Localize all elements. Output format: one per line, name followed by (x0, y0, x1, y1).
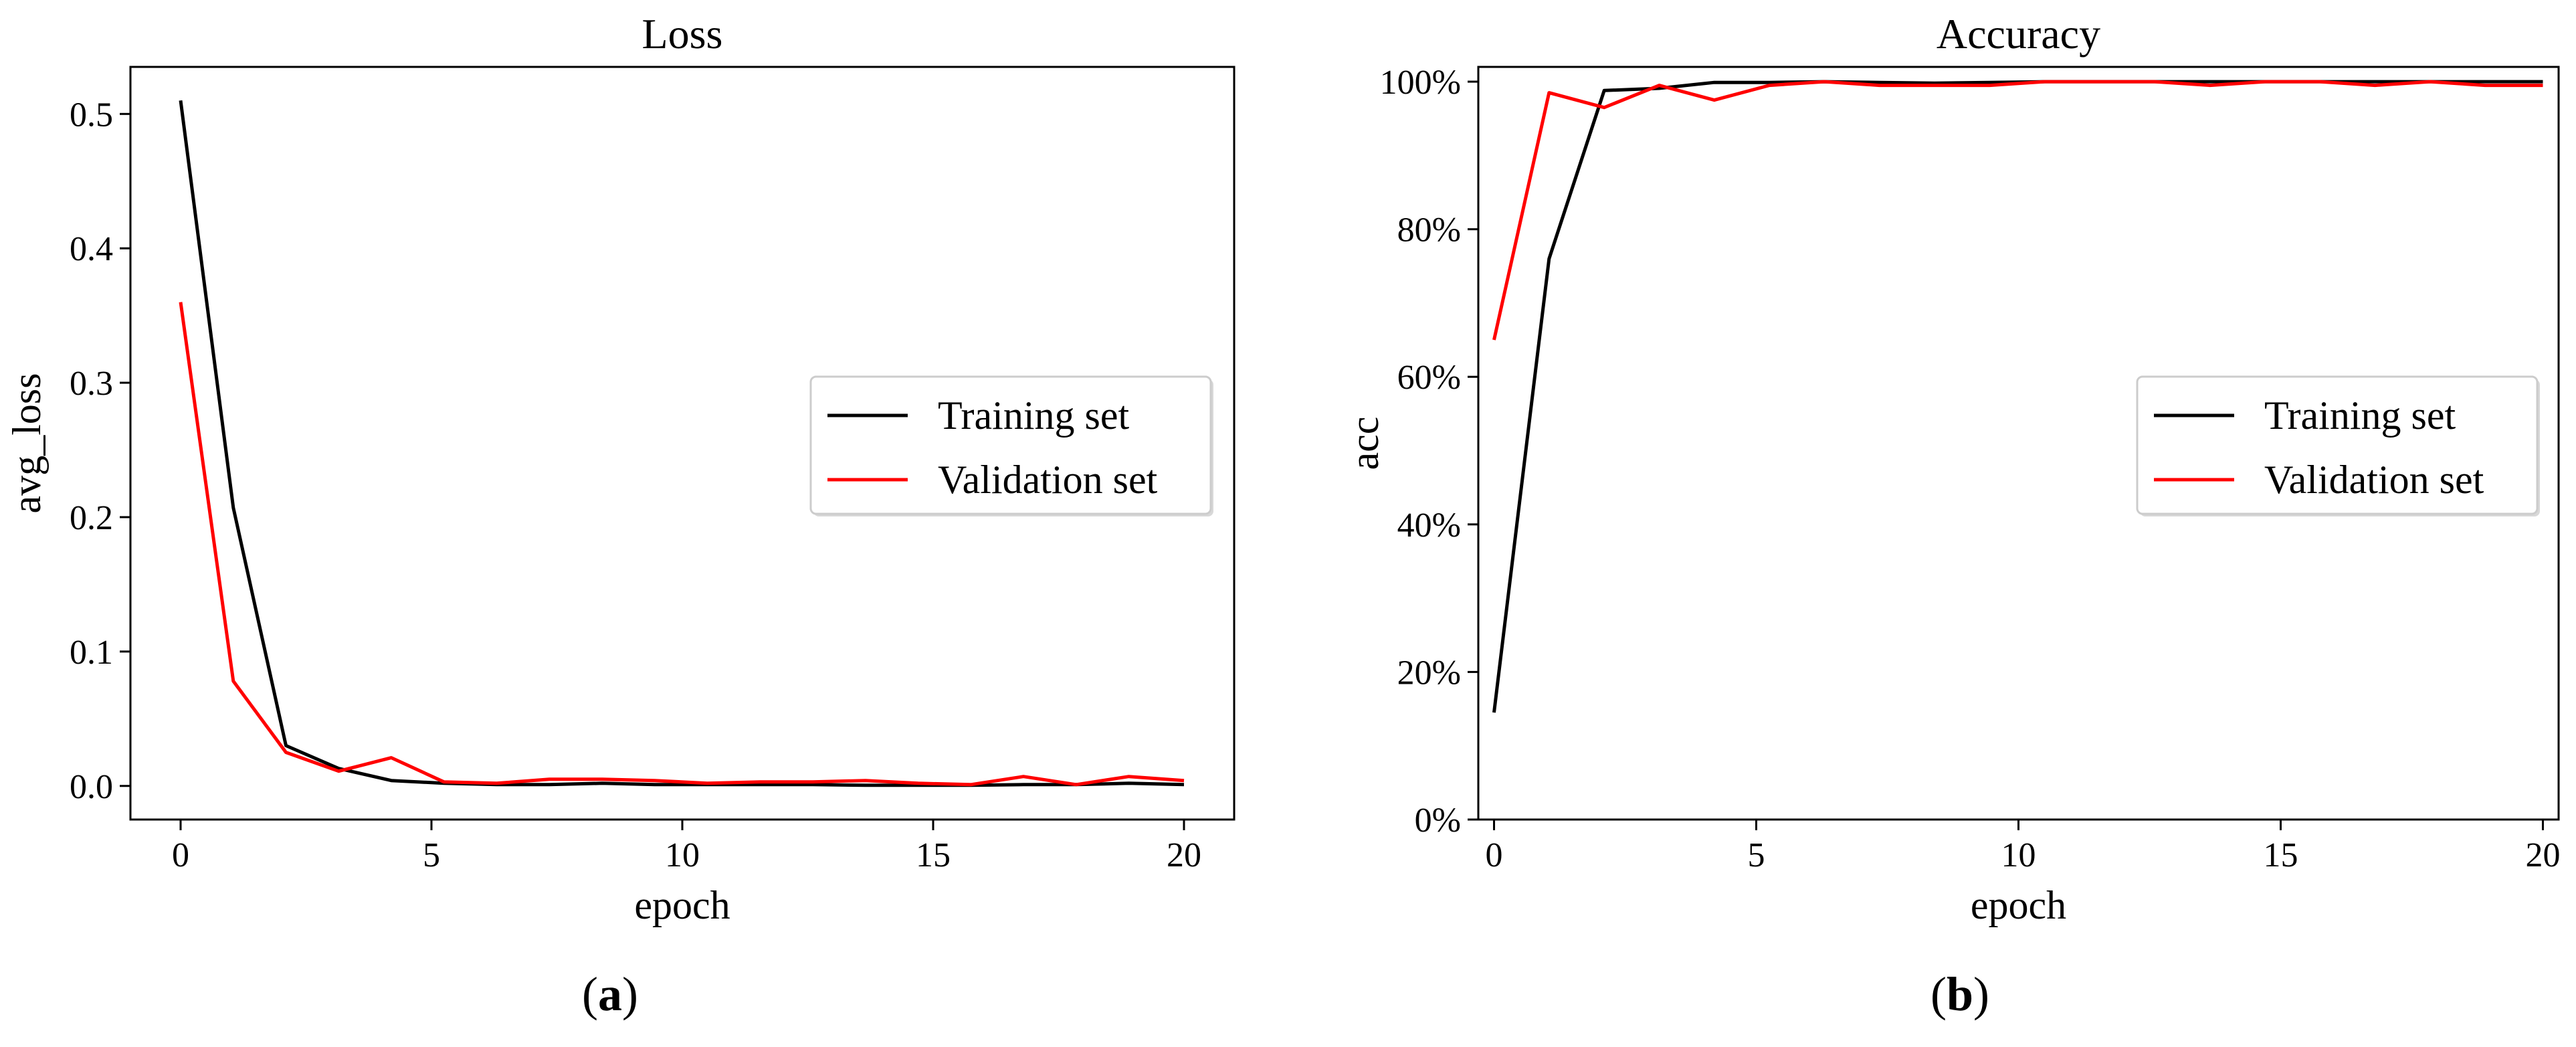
x-tick-label: 15 (2263, 836, 2298, 874)
x-tick-label: 5 (1748, 836, 1765, 874)
legend-box (809, 375, 1212, 515)
x-axis-label: epoch (1971, 883, 2066, 927)
y-tick-label: 0% (1415, 801, 1461, 840)
panel-caption: (a) (582, 967, 638, 1021)
legend-label-validation: Validation set (2264, 458, 2484, 502)
caption-open-paren: ( (1930, 967, 1947, 1021)
y-tick-label: 0.1 (70, 634, 113, 672)
legend: Training set Validation set (809, 375, 1213, 516)
caption-open-paren: ( (582, 967, 598, 1021)
chart-title: Loss (642, 10, 723, 58)
y-tick-label: 40% (1397, 506, 1461, 545)
legend-label-training: Training set (2264, 393, 2456, 438)
y-tick-label: 0.5 (70, 96, 113, 134)
chart-accuracy: 0 5 10 15 20 0% 20% 40% 60% 80% 100% Accuracy epoch a… (1343, 10, 2560, 1021)
caption-close-paren: ) (622, 967, 638, 1021)
y-axis-label: acc (1343, 417, 1387, 470)
caption-letter: a (598, 967, 622, 1021)
chart-loss: 0 5 10 15 20 0.0 0.1 0.2 0.3 0.4 0.5 Loss epoch avg_l… (5, 10, 1235, 1021)
caption-close-paren: ) (1973, 967, 1989, 1021)
legend-box (2136, 375, 2539, 515)
x-tick-label: 20 (2525, 836, 2560, 874)
series-line-validation (179, 302, 1185, 787)
x-tick-label: 20 (1167, 836, 1201, 874)
x-axis-label: epoch (634, 883, 730, 927)
legend-label-validation: Validation set (938, 458, 1158, 502)
y-tick-label: 20% (1397, 654, 1461, 692)
x-tick-label: 5 (423, 836, 440, 874)
x-tick-label: 0 (172, 836, 189, 874)
y-axis-label: avg_loss (5, 373, 49, 514)
y-tick-label: 0.0 (70, 768, 113, 806)
series-line-validation (1492, 80, 2543, 341)
y-tick-label: 60% (1397, 359, 1461, 397)
legend-label-training: Training set (938, 393, 1129, 438)
y-tick-label: 100% (1380, 64, 1461, 102)
x-tick-label: 10 (2001, 836, 2036, 874)
y-tick-label: 0.2 (70, 499, 113, 537)
x-tick-label: 10 (665, 836, 700, 874)
y-tick-label: 0.3 (70, 365, 113, 403)
caption-letter: b (1947, 967, 1973, 1021)
chart-title: Accuracy (1937, 10, 2100, 58)
y-tick-label: 0.4 (70, 230, 113, 268)
x-tick-label: 15 (916, 836, 951, 874)
y-tick-label: 80% (1397, 211, 1461, 250)
legend: Training set Validation set (2136, 375, 2540, 516)
panel-caption: (b) (1930, 967, 1989, 1021)
x-tick-label: 0 (1486, 836, 1503, 874)
